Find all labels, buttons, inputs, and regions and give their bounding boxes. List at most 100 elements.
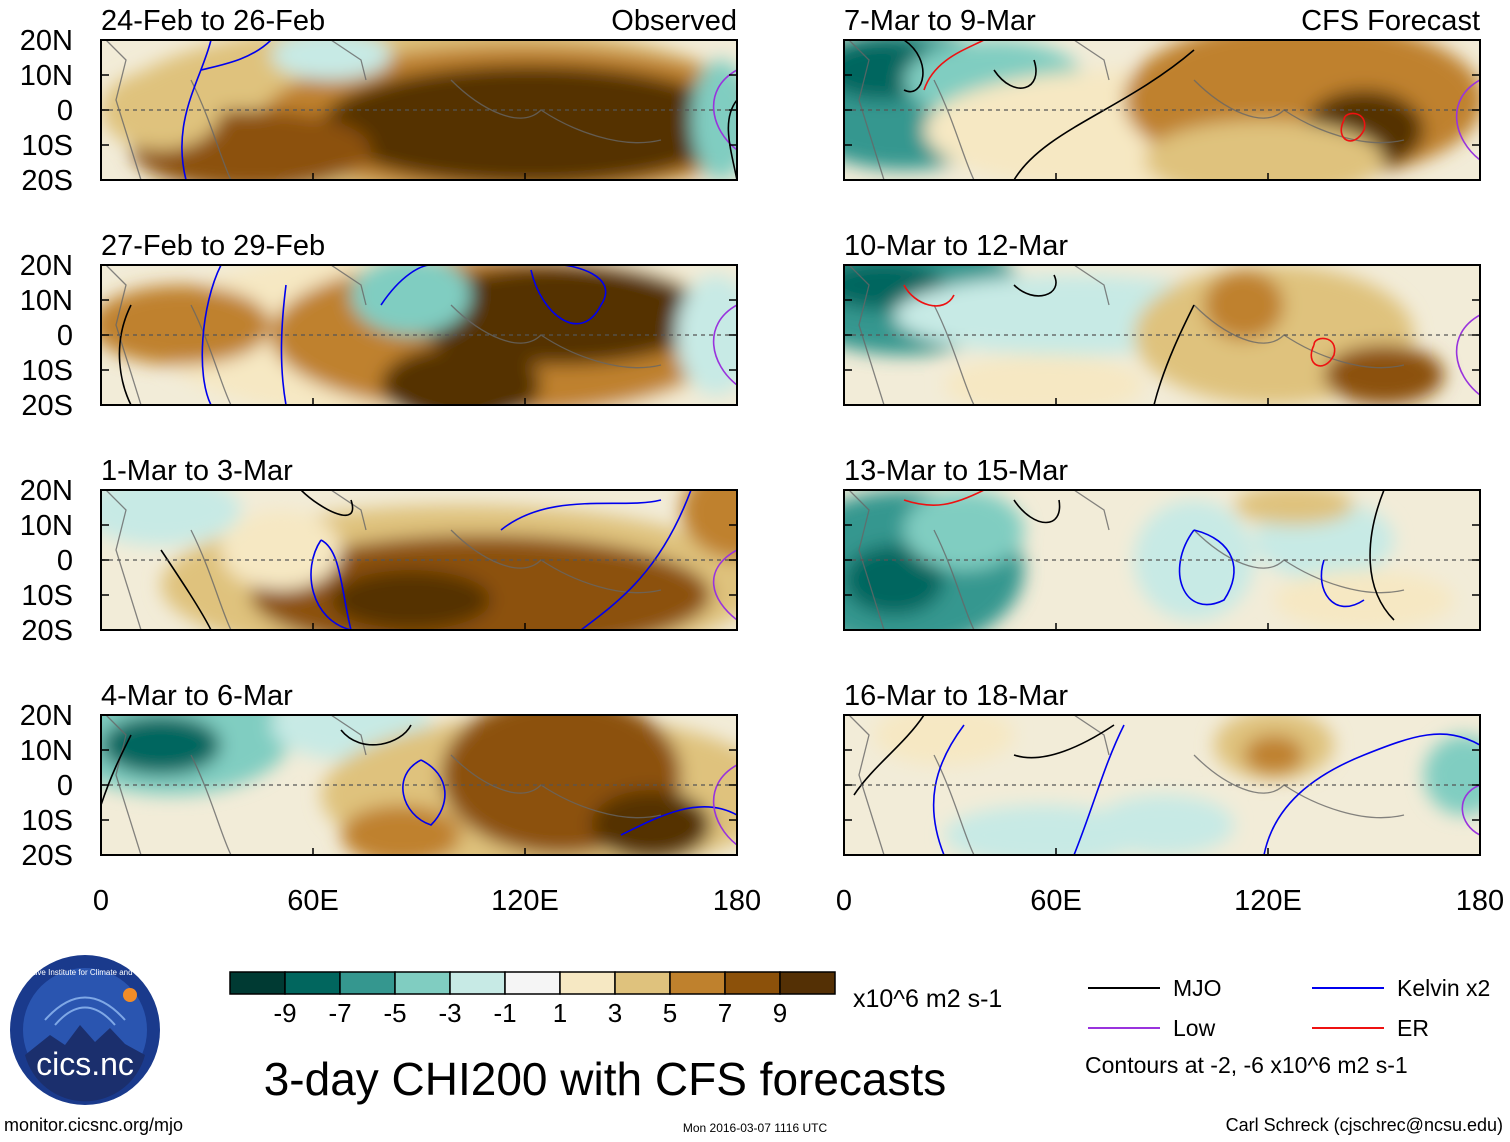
lat-tick-label: 20N [20,25,73,57]
anomaly-blob [341,805,461,855]
anomaly-field [844,265,1444,405]
anomaly-blob [844,545,944,615]
lon-tick-label: 120E [491,885,559,917]
contour-line [903,490,985,506]
anomaly-blob [1324,345,1444,405]
map-panel: 13-Mar to 15-Mar [843,455,1481,631]
sun-icon [123,988,137,1002]
lat-tick-label: 20N [20,250,73,282]
anomaly-blob [331,570,491,630]
anomaly-blob [1244,735,1304,775]
anomaly-blob [1144,120,1384,180]
colorbar-swatch [339,971,396,995]
map-area [101,40,737,180]
lon-tick-label: 180 [1456,885,1504,917]
map-panel: 7-Mar to 9-Mar CFS Forecast [843,5,1481,181]
contour-line [620,806,737,836]
map-area [844,265,1480,405]
anomaly-blob [1424,735,1480,815]
lat-tick-label: 0 [57,95,73,127]
contour-line [300,490,354,517]
colorbar-label: -9 [273,998,296,1028]
footer-url[interactable]: monitor.cicsnc.org/mjo [4,1115,183,1135]
colorbar-swatch [449,971,506,995]
contour-line [201,265,222,405]
contour-line [280,284,287,405]
contour-line [101,734,132,806]
anomaly-blob [1204,270,1284,340]
colorbar-swatch [559,971,616,995]
contour-line [1369,490,1395,621]
chart-title: 3-day CHI200 with CFS forecasts [264,1053,947,1105]
colorbar-swatch [504,971,561,995]
lat-tick-label: 10S [21,355,73,387]
contour-line [712,764,737,846]
lat-tick-label: 10N [20,60,73,92]
panel-tag-label: Observed [611,5,737,37]
coastline [105,490,662,630]
lat-tick-label: 20N [20,475,73,507]
map-area [844,40,1480,180]
map-area [101,265,737,405]
anomaly-field [101,490,737,630]
colorbar-swatch [669,971,726,995]
cicsnc-logo: cics.nc Cooperative Institute for Climat… [3,955,168,1105]
colorbar-label: -5 [383,998,406,1028]
colorbar-swatch [614,971,671,995]
anomaly-field [101,715,737,855]
contour-line [200,40,272,71]
x-axis: 0 60E 120E 180 0 60E 120E 180 [93,885,1504,917]
coastline [848,715,1405,855]
contour-line [1455,79,1480,161]
contour-legend: MJO Kelvin x2 Low ER Contours at -2, -6 x10^… [1085,975,1490,1078]
contour-line [712,549,737,621]
contour-line [1073,724,1125,855]
anomaly-blob [591,790,711,855]
legend-label: MJO [1173,975,1222,1001]
logo-ring-text: Cooperative Institute for Climate and Sa… [3,968,168,977]
anomaly-field [874,715,1480,855]
contour-line [727,99,737,180]
anomaly-blob [944,805,1144,855]
colorbar: -9 -7 -5 -3 -1 1 3 5 7 9 x10^6 m2 s-1 [229,971,1002,1028]
contour-line [500,499,662,531]
panel-period-label: 1-Mar to 3-Mar [101,455,293,487]
anomaly-blob [874,715,1014,765]
contour-line [181,40,212,180]
coastline [848,40,1405,180]
anomaly-blob [271,40,391,80]
anomaly-blob [221,510,341,590]
panel-period-label: 27-Feb to 29-Feb [101,230,325,262]
anomaly-blob [101,490,241,545]
anomaly-blob [101,715,221,775]
anomaly-blob [101,285,271,365]
anomaly-blob [691,60,737,180]
map-area [101,715,737,855]
colorbar-units: x10^6 m2 s-1 [853,985,1002,1013]
lat-tick-label: 0 [57,320,73,352]
lon-tick-label: 60E [287,885,339,917]
anomaly-blob [351,265,471,335]
panel-period-label: 7-Mar to 9-Mar [844,5,1036,37]
contour-line [712,304,737,386]
panel-period-label: 10-Mar to 12-Mar [844,230,1068,262]
footer-author: Carl Schreck (cjschrec@ncsu.edu) [1226,1115,1503,1135]
contour-line [402,759,446,826]
contour-line [1310,337,1336,367]
lat-tick-label: 10N [20,510,73,542]
panel-period-label: 4-Mar to 6-Mar [101,680,293,712]
contour-line [1461,784,1480,836]
anomaly-blob [1134,500,1254,620]
contour-line [530,265,607,325]
panel-grid: 24-Feb to 26-Feb Observed20N10N010S20S27-… [20,5,1481,872]
lat-tick-label: 20S [21,840,73,872]
panel-period-label: 13-Mar to 15-Mar [844,455,1068,487]
contour-line [1013,274,1057,297]
lon-tick-label: 60E [1030,885,1082,917]
colorbar-label: 3 [608,998,622,1028]
contour-line [340,724,412,746]
lat-tick-label: 20S [21,615,73,647]
contour-line [1455,314,1480,396]
colorbar-label: 1 [553,998,567,1028]
